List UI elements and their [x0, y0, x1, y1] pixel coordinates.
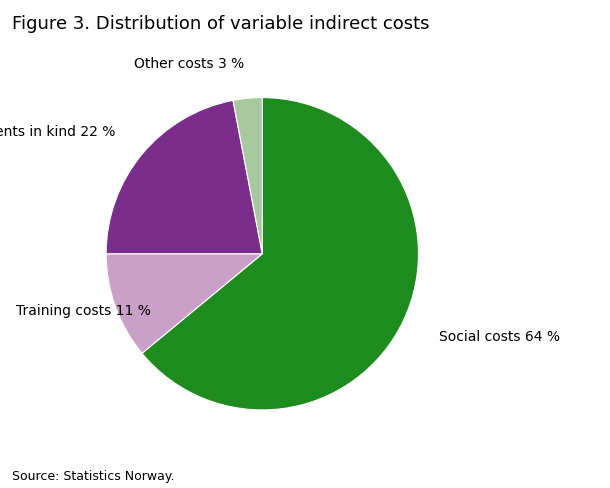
Text: Other costs 3 %: Other costs 3 % — [134, 57, 245, 71]
Wedge shape — [233, 98, 262, 254]
Text: Figure 3. Distribution of variable indirect costs: Figure 3. Distribution of variable indir… — [12, 15, 429, 33]
Wedge shape — [106, 254, 262, 353]
Wedge shape — [142, 98, 418, 410]
Text: Payments in kind 22 %: Payments in kind 22 % — [0, 125, 115, 139]
Text: Training costs 11 %: Training costs 11 % — [16, 305, 151, 318]
Text: Social costs 64 %: Social costs 64 % — [439, 330, 560, 344]
Text: Source: Statistics Norway.: Source: Statistics Norway. — [12, 470, 174, 483]
Wedge shape — [106, 101, 262, 254]
